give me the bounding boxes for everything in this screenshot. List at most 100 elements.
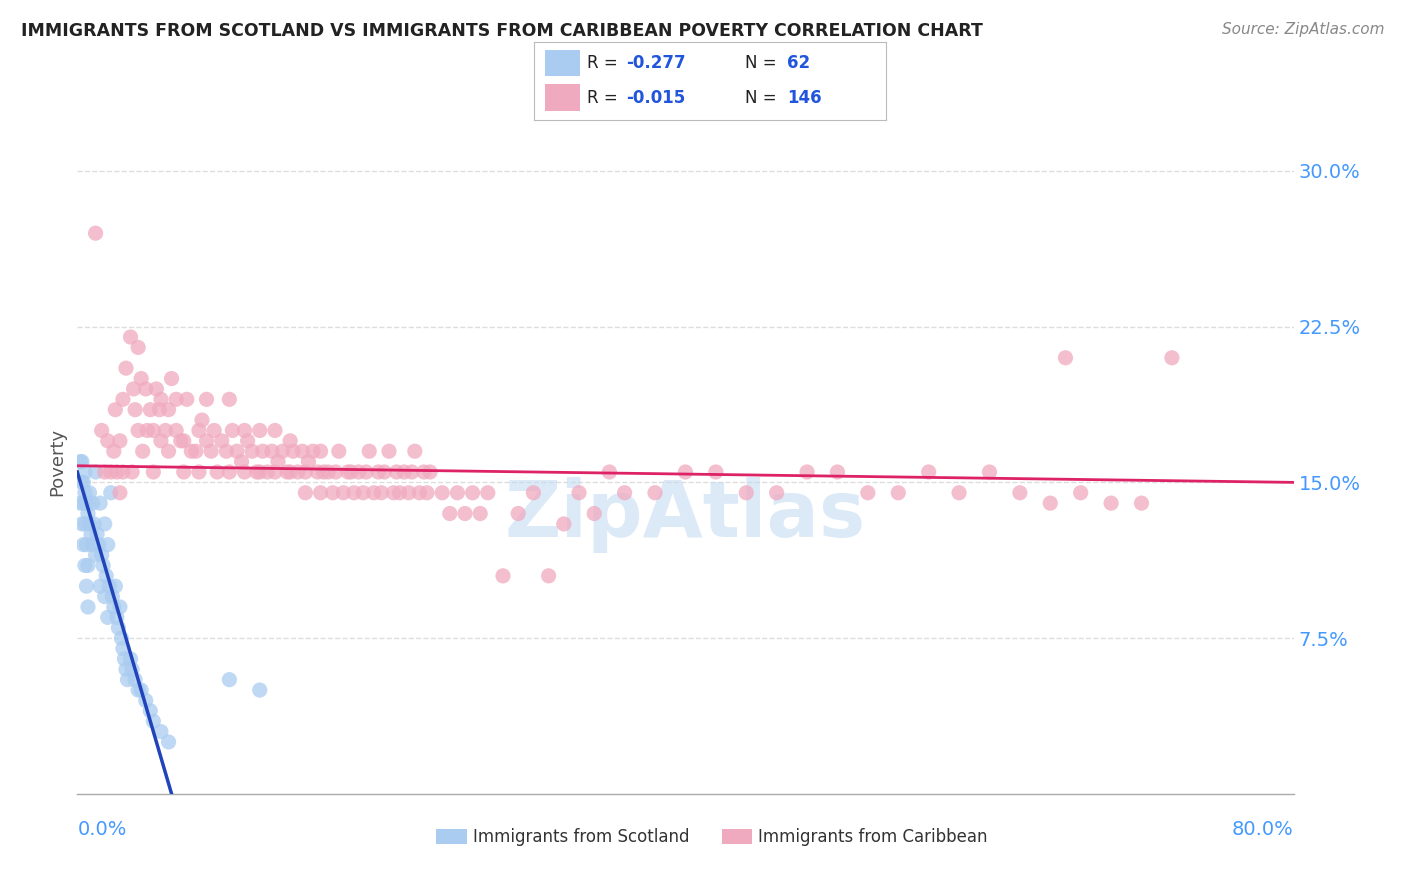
Point [233, 424, 256, 438]
Text: N =: N = [745, 88, 782, 107]
Point [309, 485, 332, 500]
Point [328, 444, 350, 458]
Point [129, 371, 152, 385]
Point [256, 465, 278, 479]
Point [252, 444, 274, 458]
Bar [544, 50, 579, 77]
Point [93, 590, 115, 604]
Point [100, 485, 122, 500]
Point [352, 485, 374, 500]
Point [1099, 496, 1122, 510]
Point [135, 382, 157, 396]
Point [294, 485, 316, 500]
Point [73, 465, 96, 479]
Point [111, 641, 134, 656]
Point [105, 610, 128, 624]
Point [322, 485, 344, 500]
Point [246, 465, 269, 479]
Point [378, 444, 401, 458]
Point [202, 424, 225, 438]
Point [93, 516, 115, 531]
Point [124, 673, 146, 687]
Point [522, 485, 544, 500]
Point [73, 516, 96, 531]
Point [139, 704, 162, 718]
Point [388, 485, 411, 500]
Point [80, 527, 103, 541]
Point [419, 465, 441, 479]
Point [160, 371, 183, 385]
Text: IMMIGRANTS FROM SCOTLAND VS IMMIGRANTS FROM CARIBBEAN POVERTY CORRELATION CHART: IMMIGRANTS FROM SCOTLAND VS IMMIGRANTS F… [21, 22, 983, 40]
Point [135, 693, 157, 707]
Point [195, 392, 218, 407]
Point [439, 507, 461, 521]
Point [115, 662, 138, 676]
Point [124, 402, 146, 417]
Point [278, 465, 301, 479]
Point [302, 444, 325, 458]
Point [218, 673, 240, 687]
Point [155, 424, 177, 438]
Point [104, 579, 127, 593]
Point [1161, 351, 1184, 365]
Point [370, 485, 392, 500]
Point [129, 683, 152, 698]
Point [704, 465, 727, 479]
Point [347, 465, 370, 479]
Point [979, 465, 1001, 479]
Point [827, 465, 849, 479]
Point [430, 485, 453, 500]
Point [236, 434, 259, 448]
Point [470, 507, 492, 521]
Point [583, 507, 606, 521]
FancyBboxPatch shape [721, 829, 752, 844]
Point [90, 548, 112, 562]
Point [398, 485, 420, 500]
Point [446, 485, 468, 500]
Point [856, 485, 879, 500]
Point [385, 465, 408, 479]
Text: R =: R = [588, 54, 623, 72]
Point [294, 465, 316, 479]
Point [1130, 496, 1153, 510]
Point [110, 631, 132, 645]
Point [73, 485, 96, 500]
Point [142, 714, 165, 729]
Point [1054, 351, 1077, 365]
Point [96, 569, 118, 583]
Point [276, 465, 298, 479]
Point [84, 465, 107, 479]
Point [157, 735, 180, 749]
Point [165, 392, 187, 407]
Point [115, 361, 138, 376]
Point [104, 402, 127, 417]
Point [291, 444, 314, 458]
Point [401, 465, 423, 479]
Point [312, 465, 335, 479]
Point [79, 516, 101, 531]
Point [221, 424, 243, 438]
Text: Immigrants from Caribbean: Immigrants from Caribbean [758, 828, 988, 847]
Point [69, 455, 91, 469]
Point [101, 590, 124, 604]
Point [340, 465, 363, 479]
Point [117, 673, 139, 687]
Text: 146: 146 [787, 88, 823, 107]
Point [84, 548, 107, 562]
Point [373, 465, 395, 479]
Point [93, 465, 115, 479]
Point [89, 579, 111, 593]
Point [598, 465, 620, 479]
Point [69, 496, 91, 510]
Point [508, 507, 530, 521]
Point [416, 485, 439, 500]
Point [103, 599, 125, 614]
Point [184, 444, 207, 458]
Point [359, 444, 381, 458]
Point [131, 444, 153, 458]
Point [205, 465, 228, 479]
Text: Immigrants from Scotland: Immigrants from Scotland [472, 828, 689, 847]
Point [309, 444, 332, 458]
Point [79, 485, 101, 500]
Point [354, 465, 377, 479]
